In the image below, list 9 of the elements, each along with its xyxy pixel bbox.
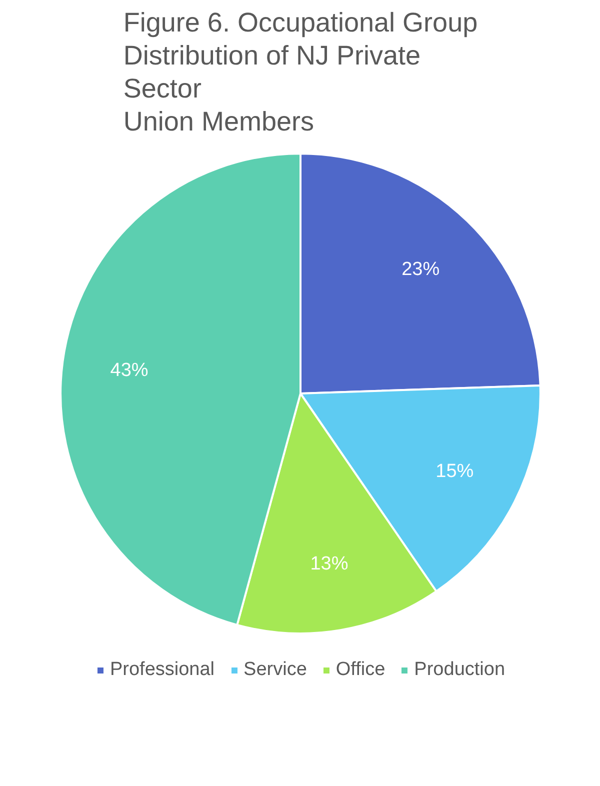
- data-label: 23%: [402, 258, 440, 280]
- legend-label: Production: [414, 659, 506, 681]
- data-label: 15%: [436, 460, 474, 482]
- legend-label: Service: [244, 659, 307, 681]
- legend-label: Professional: [110, 659, 215, 681]
- chart-title: Figure 6. Occupational Group Distribution of NJ Private Sector Union Members: [123, 8, 478, 136]
- data-label: 13%: [310, 553, 348, 574]
- legend-label: Office: [336, 659, 386, 681]
- data-label: 43%: [110, 360, 148, 381]
